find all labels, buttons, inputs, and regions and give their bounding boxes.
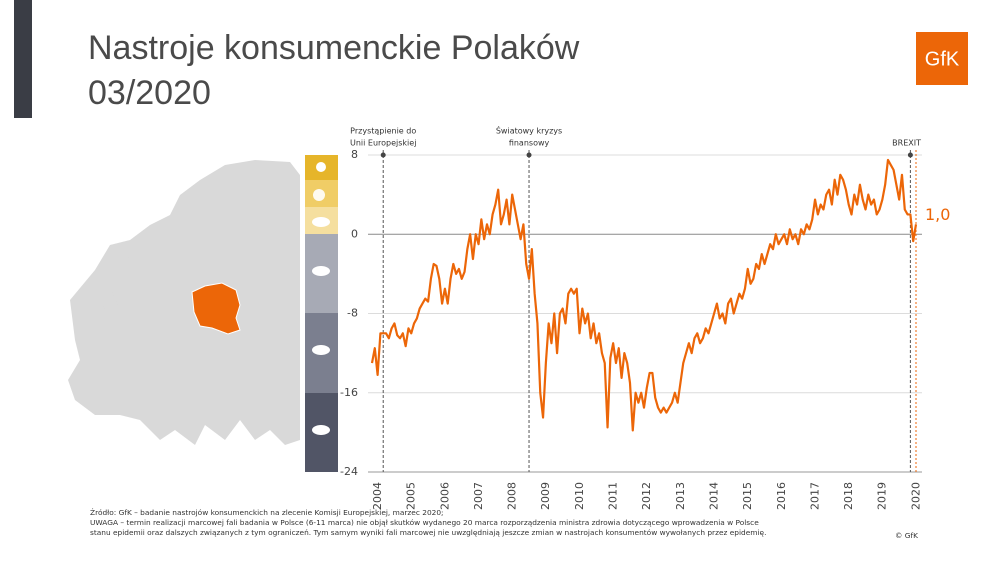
x-tick-label: 2012 (640, 482, 653, 510)
annotation: BREXIT (892, 139, 921, 148)
copyright: © GfK (895, 531, 918, 540)
x-tick-label: 2010 (573, 482, 586, 510)
x-tick-label: 2019 (876, 482, 889, 510)
storm-icon (312, 425, 330, 435)
y-tick-label: -24 (340, 465, 358, 478)
y-tick-label: 0 (351, 227, 358, 240)
rain-icon (312, 345, 330, 355)
x-tick-label: 2013 (674, 482, 687, 510)
chart: -24 -16 -8 0 8 2004 2005 2006 2007 2008 2009 2010 20… (340, 125, 950, 511)
annotation: Unii Europejskiej (350, 139, 416, 148)
x-tick-label: 2011 (607, 482, 620, 510)
logo: GfK (925, 48, 960, 70)
event-dot (380, 152, 386, 158)
cloud-icon (313, 189, 325, 201)
footnote: stanu epidemii oraz dalszych związanych … (90, 528, 766, 537)
event-dot (526, 152, 532, 158)
subtitle: 03/2020 (88, 74, 211, 112)
x-tick-label: 2005 (405, 482, 418, 510)
cloud-icon (312, 266, 330, 276)
x-tick-label: 2008 (506, 482, 519, 510)
x-tick-label: 2014 (707, 482, 720, 510)
sun-icon (316, 162, 326, 172)
europe-map (68, 160, 300, 445)
x-tick-label: 2004 (371, 482, 384, 510)
title: Nastroje konsumenckie Polaków (88, 29, 580, 67)
footnote: UWAGA – termin realizacji marcowej fali … (90, 518, 759, 527)
annotation: finansowy (509, 139, 550, 148)
y-tick-label: -8 (347, 307, 358, 320)
line-series (370, 158, 918, 432)
x-tick-label: 2017 (808, 482, 821, 510)
x-tick-label: 2015 (741, 482, 754, 510)
y-tick-label: -16 (340, 386, 358, 399)
x-tick-label: 2016 (775, 482, 788, 510)
accent-bar (14, 0, 32, 118)
x-tick-label: 2020 (909, 482, 922, 510)
poland (191, 282, 241, 335)
annotation: Przystąpienie do (350, 127, 416, 136)
event-dot (907, 152, 913, 158)
y-tick-label: 8 (351, 148, 358, 161)
logo-box (916, 32, 968, 85)
value-label: 1,0 (925, 205, 950, 224)
footnote: Źródło: GfK – badanie nastrojów konsumen… (90, 508, 444, 517)
annotation: Światowy kryzys (496, 125, 562, 136)
x-tick-label: 2009 (539, 482, 552, 510)
x-tick-label: 2007 (472, 482, 485, 510)
cloud-icon (312, 217, 330, 227)
islands (100, 250, 150, 315)
x-tick-label: 2006 (438, 482, 451, 510)
x-tick-label: 2018 (842, 482, 855, 510)
